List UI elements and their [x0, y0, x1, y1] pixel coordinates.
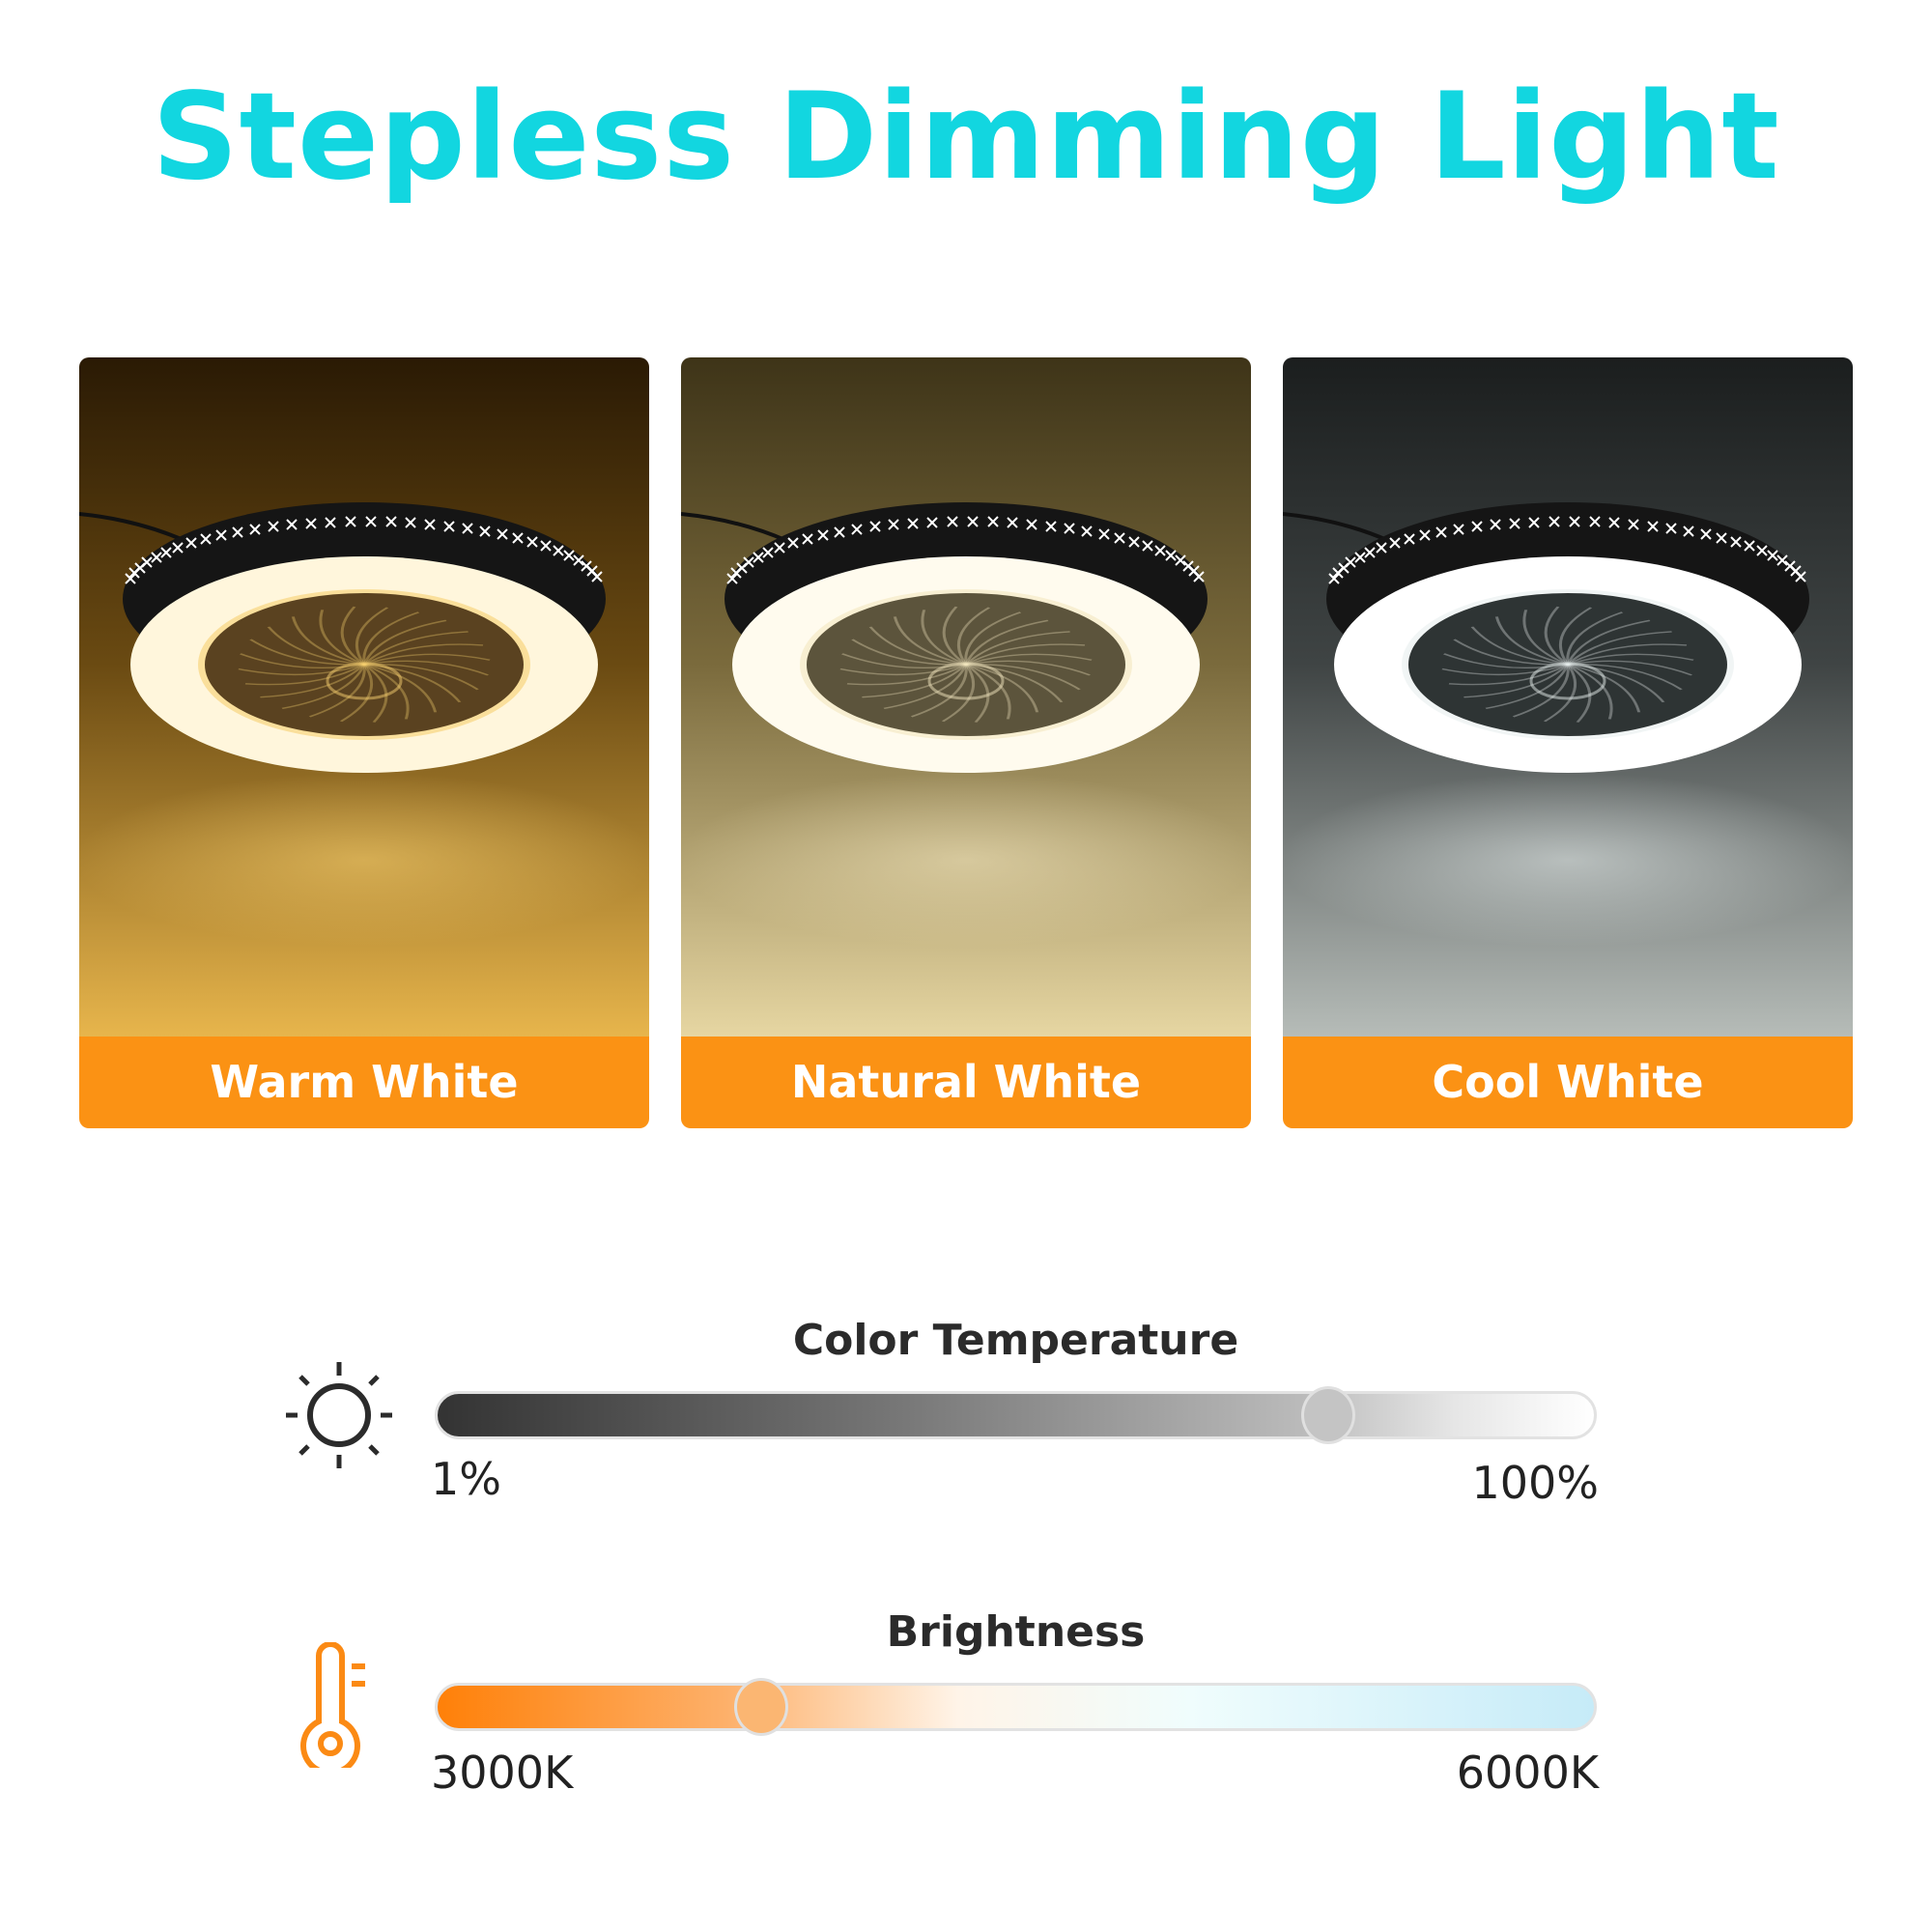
cool-white-label: Cool White	[1283, 1037, 1853, 1128]
brightness-min-label: 3000K	[431, 1747, 574, 1799]
color-temperature-thumb[interactable]	[1300, 1386, 1355, 1444]
ceiling-fan-light-illustration	[681, 357, 1251, 1037]
cool-white-panel: Cool White	[1283, 357, 1853, 1128]
natural-white-photo	[681, 357, 1251, 1037]
warm-white-label: Warm White	[79, 1037, 649, 1128]
natural-white-label: Natural White	[681, 1037, 1251, 1128]
sun-icon	[286, 1362, 392, 1468]
color-temperature-min-label: 1%	[431, 1453, 501, 1505]
ceiling-fan-light-illustration	[1283, 357, 1853, 1037]
brightness-title: Brightness	[886, 1607, 1146, 1657]
color-temperature-slider[interactable]	[435, 1386, 1597, 1444]
thermometer-icon	[300, 1642, 365, 1768]
brightness-slider[interactable]	[435, 1678, 1597, 1736]
natural-white-panel: Natural White	[681, 357, 1251, 1128]
warm-white-panel: Warm White	[79, 357, 649, 1128]
warm-white-photo	[79, 357, 649, 1037]
brightness-max-label: 6000K	[1456, 1747, 1599, 1799]
brightness-thumb[interactable]	[734, 1678, 789, 1736]
ceiling-fan-light-illustration	[79, 357, 649, 1037]
color-temperature-title: Color Temperature	[792, 1316, 1239, 1365]
color-temperature-max-label: 100%	[1471, 1457, 1599, 1509]
cool-white-photo	[1283, 357, 1853, 1037]
page-title: Stepless Dimming Light	[152, 68, 1780, 207]
